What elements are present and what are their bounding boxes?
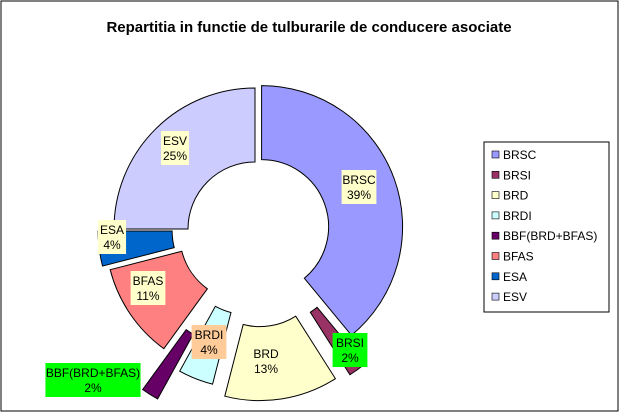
data-label-category: BBF(BRD+BFAS) [46, 366, 140, 380]
legend-swatch [491, 171, 500, 179]
legend-item-esv: ESV [491, 290, 527, 304]
data-label-value: 39% [347, 188, 371, 202]
legend-swatch [491, 272, 500, 281]
data-label-category: ESV [163, 134, 187, 148]
data-label-background [332, 333, 368, 367]
slice-brd [224, 315, 337, 402]
legend-swatch [491, 150, 500, 159]
legend-item-bfas: BFAS [491, 250, 534, 264]
legend-label: BRSC [503, 148, 537, 162]
legend-label: ESA [503, 270, 527, 284]
legend-box [483, 141, 610, 313]
data-label-category: BRSC [342, 173, 376, 187]
data-label-category: ESA [100, 223, 124, 237]
data-label-background [341, 170, 377, 204]
legend-item-brsi: BRSI [491, 168, 531, 182]
data-label-background [130, 271, 166, 305]
legend-item-brd: BRD [491, 189, 529, 203]
slice-brsc [261, 85, 404, 336]
legend: BRSC BRSI BRD BRDI BBF(BRD+BFAS) BFAS ESA ESV [483, 141, 610, 313]
slices-layer [97, 85, 404, 402]
data-label-value: 2% [341, 351, 359, 365]
legend-label: BBF(BRD+BFAS) [503, 229, 597, 243]
data-label-value: 25% [163, 149, 187, 163]
data-label-category: BFAS [133, 274, 164, 288]
legend-swatch [491, 252, 500, 260]
data-label-category: BRD [253, 347, 279, 361]
data-label-category: BRDI [195, 328, 224, 342]
data-label-value: 11% [136, 289, 159, 303]
data-label-value: 2% [84, 381, 102, 395]
legend-label: BRDI [503, 209, 532, 223]
data-label-background [191, 325, 227, 359]
legend-label: BRSI [503, 168, 531, 182]
data-label-bbf-brd-bfas: BBF(BRD+BFAS)2% [45, 363, 141, 397]
data-label-background [160, 131, 190, 165]
legend-item-esa: ESA [491, 270, 527, 284]
legend-item-bbf-brd-bfas: BBF(BRD+BFAS) [491, 229, 597, 243]
legend-label: BRD [503, 189, 529, 203]
legend-swatch [491, 292, 500, 301]
legend-item-brsc: BRSC [491, 148, 537, 162]
data-label-background [97, 220, 127, 254]
data-label-value: 4% [200, 343, 218, 357]
legend-label: ESV [503, 290, 527, 304]
data-label-background [251, 344, 281, 378]
chart-title: Repartitia in functie de tulburarile de … [106, 19, 511, 36]
data-label-category: BRSI [336, 336, 364, 350]
labels-layer: BRSC39%BRSI2%BRD13%BRDI4%BBF(BRD+BFAS)2%… [45, 131, 377, 397]
data-label-value: 13% [254, 362, 278, 376]
legend-swatch [491, 231, 500, 240]
legend-swatch [491, 211, 500, 220]
legend-item-brdi: BRDI [491, 209, 532, 223]
data-label-background [45, 363, 141, 397]
legend-label: BFAS [503, 250, 534, 264]
data-label-value: 4% [103, 238, 121, 252]
legend-swatch [491, 191, 500, 199]
